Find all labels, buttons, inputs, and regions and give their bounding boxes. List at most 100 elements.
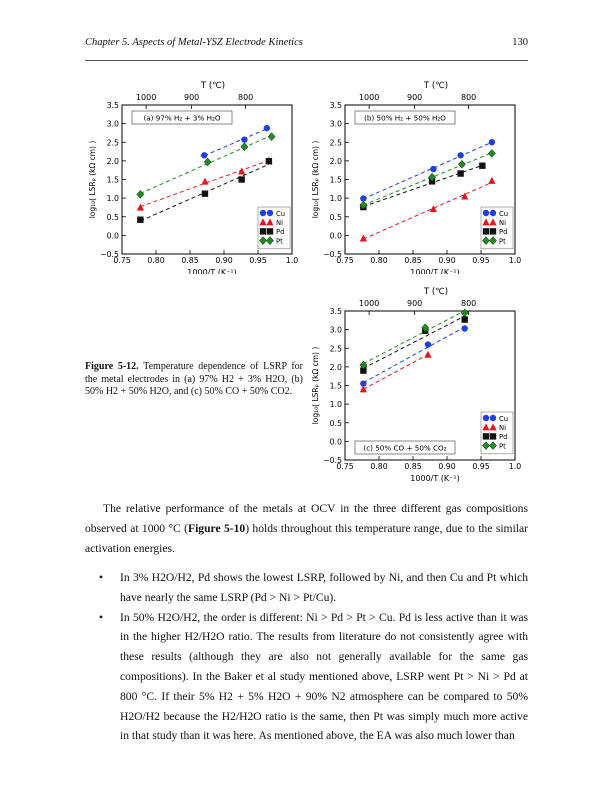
x-tick-label: 0.75 [113,256,130,265]
paragraph-1-start: The relative performance of the metals a… [85,502,528,535]
y-tick-label: −0.5 [323,456,342,465]
legend-marker-pt [259,236,267,245]
x-tick-label: 0.80 [370,256,387,265]
top-tick-label: 900 [407,299,422,308]
top-tick-label: 800 [238,93,253,102]
fit-line-ni [140,159,270,208]
caption-text: Temperature dependence of LSRP for the m… [85,361,304,397]
top-axis-label: T (℃) [200,81,225,91]
top-tick-label: 900 [184,93,199,102]
figure-caption: Figure 5-12. Temperature dependence of L… [85,361,303,399]
legend-marker-ni [266,218,274,226]
data-point-pt [460,308,469,318]
fit-line-pt [363,310,465,365]
bullet-item: In 3% H2O/H2, Pd shows the lowest LSRP, … [85,568,528,608]
y-tick-label: 3.0 [330,326,342,335]
legend-marker-cu [259,209,267,217]
legend-label-pt: Pt [499,442,506,450]
data-point-pt [359,200,368,210]
x-tick-label: 0.95 [472,256,489,265]
legend-label-ni: Ni [499,424,506,432]
data-point-pd [457,170,464,177]
legend-label-pd: Pd [276,228,284,236]
y-tick-label: 0.0 [330,231,342,240]
data-point-pt [458,159,466,169]
fit-line-ni [363,354,429,390]
chart-b: T (℃) 1000 900 800 0.75 0.80 0.85 0.90 0.95 1.0 −0… [311,81,521,274]
x-axis-label: 1000/T (K⁻¹) [410,268,459,274]
y-axis-label: log₁₀( LSRₚ (kΩ cm) ) [311,347,320,425]
x-tick-label: 1.0 [286,256,298,265]
data-point-cu [430,165,437,173]
y-tick-label: 3.0 [107,120,119,129]
y-tick-label: 2.0 [330,157,342,166]
title-box [131,110,233,125]
data-point-pt [488,149,496,158]
y-tick-label: 2.5 [330,344,342,353]
top-tick-label: 800 [461,93,476,102]
title-box [354,440,456,455]
legend-marker-pt [482,236,490,245]
chart-title: (b) 50% H₂ + 50% H₂O [364,114,446,123]
top-tick-label: 1000 [359,299,379,308]
legend-marker-ni [489,218,497,226]
data-point-cu [263,124,271,132]
legend-label-cu: Cu [276,210,285,218]
y-tick-label: 1.0 [107,194,119,203]
title-box [354,110,456,125]
y-tick-label: 1.0 [330,194,342,203]
legend-marker-pd [489,228,497,235]
data-point-cu [424,341,432,348]
bullet-item: In 50% H2O/H2, the order is different: N… [85,608,528,747]
x-tick-label: 0.90 [215,256,232,265]
data-point-pd [238,176,245,183]
y-tick-label: 2.0 [107,157,119,166]
legend-marker-pt [489,236,497,245]
header-rule [85,60,528,61]
top-axis-label: T (℃) [423,81,448,91]
top-tick-label: 1000 [136,93,156,102]
legend-marker-ni [482,423,490,431]
caption-label: Figure 5-12. [85,361,139,372]
x-tick-label: 0.80 [370,462,387,471]
legend-marker-cu [489,414,497,422]
x-tick-label: 1.0 [509,462,521,471]
y-tick-label: 1.5 [330,176,342,185]
legend-label-ni: Ni [499,219,506,227]
legend-label-ni: Ni [276,219,283,227]
data-point-ni [488,176,496,184]
data-point-pd [137,216,144,223]
y-tick-label: 0.5 [330,213,342,222]
legend-marker-pd [482,228,490,235]
legend-marker-pd [266,228,274,235]
legend-marker-ni [482,218,490,226]
legend-marker-ni [259,218,267,226]
fit-line-cu [363,141,493,200]
figure-ref: Figure 5-10 [188,521,246,535]
data-point-pt [203,157,212,167]
data-point-cu [201,152,208,159]
legend-marker-pd [489,433,497,440]
top-axis-label: T (℃) [423,287,448,297]
x-tick-label: 0.85 [404,462,421,471]
chart-title: (a) 97% H₂ + 3% H₂O [143,114,220,123]
x-tick-label: 0.95 [249,256,266,265]
bullet-list: In 3% H2O/H2, Pd shows the lowest LSRP, … [85,568,528,746]
legend-marker-ni [489,423,497,431]
fit-line-cu [204,128,268,157]
legend-marker-cu [266,209,274,217]
y-tick-label: 1.0 [330,400,342,409]
data-point-cu [360,380,367,387]
legend-marker-pd [259,228,267,235]
x-tick-label: 0.90 [438,256,455,265]
page-number: 130 [512,37,528,48]
x-tick-label: 0.95 [472,462,489,471]
data-point-pt [240,142,249,152]
data-point-pt [359,360,368,370]
legend-label-pt: Pt [276,237,283,245]
paragraph-1-end: ) holds throughout this temperature rang… [85,521,529,555]
chart-a: T (℃) 1000 900 800 0.75 0.80 0.85 0.90 0.95 1.0 −0… [88,81,298,274]
fit-line-pt [363,152,493,206]
data-point-cu [488,139,496,146]
data-point-ni [359,234,367,242]
